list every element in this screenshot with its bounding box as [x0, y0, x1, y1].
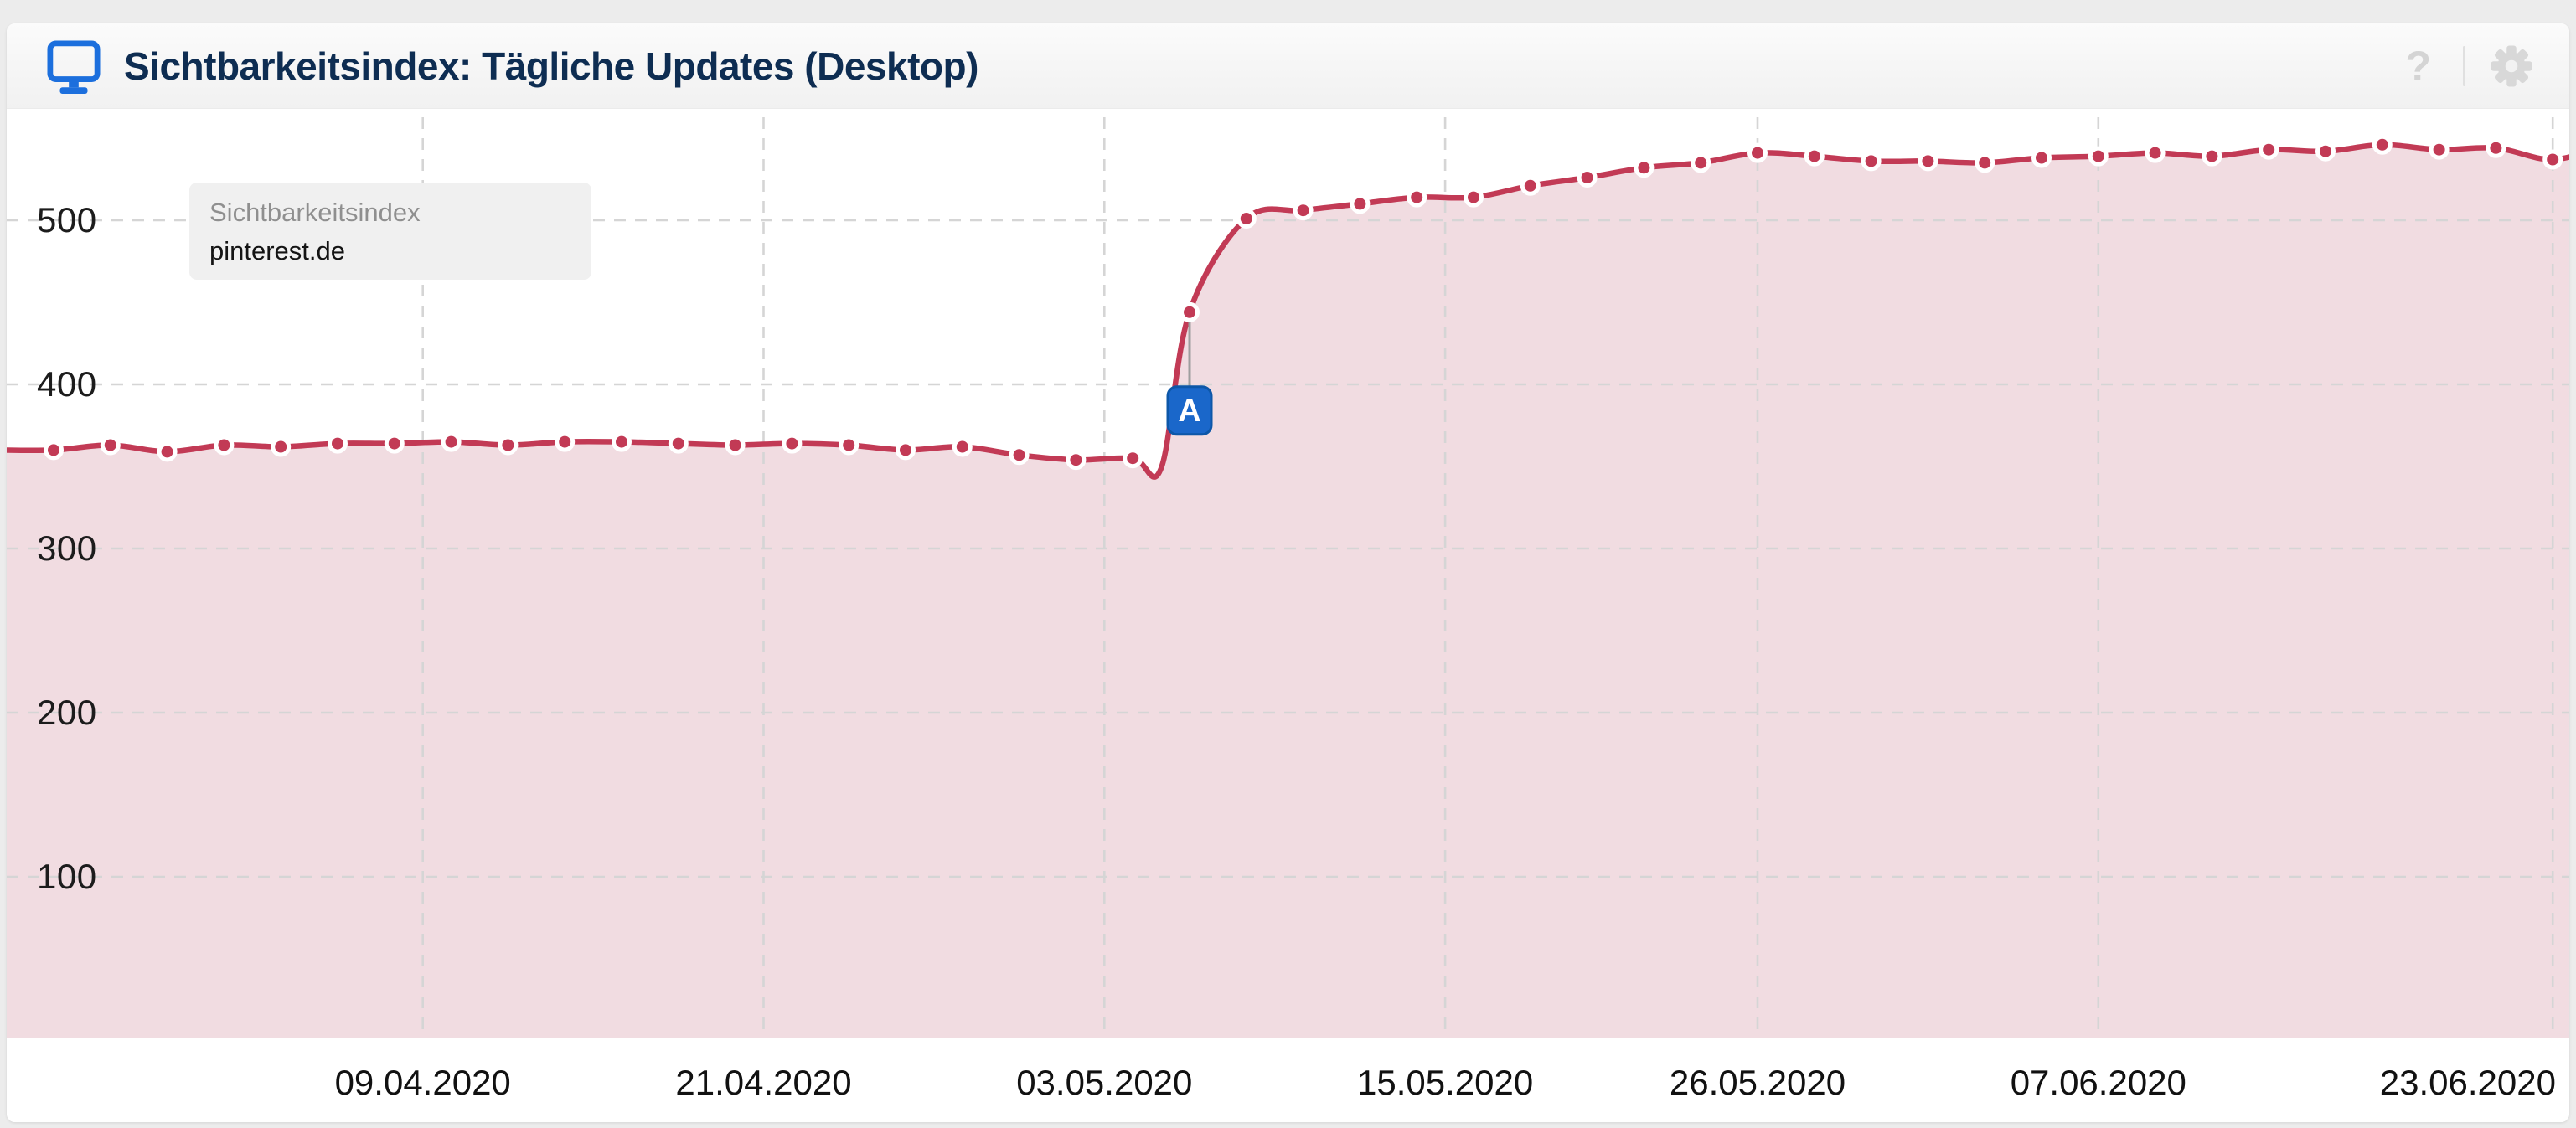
data-point[interactable] — [1407, 187, 1427, 208]
data-point[interactable] — [2372, 134, 2393, 155]
visibility-chart: A 100 200 300 400 500 Sichtbarkeitsindex pin… — [7, 109, 2569, 1038]
data-point[interactable] — [2202, 146, 2222, 167]
data-point[interactable] — [668, 433, 689, 454]
x-axis-tick-label: 26.05.2020 — [1669, 1063, 1846, 1102]
data-point[interactable] — [214, 435, 235, 456]
desktop-monitor-icon — [47, 40, 101, 94]
x-axis-tick-label: 21.04.2020 — [675, 1063, 852, 1102]
data-point[interactable] — [2145, 142, 2166, 163]
y-axis-tick-label: 200 — [37, 693, 97, 732]
data-point[interactable] — [328, 433, 348, 454]
data-point[interactable] — [1634, 157, 1655, 178]
data-point[interactable] — [1975, 152, 1995, 173]
y-axis-tick-label: 500 — [37, 200, 97, 240]
data-point[interactable] — [782, 433, 803, 454]
series-metric-label: Sichtbarkeitsindex — [209, 198, 421, 227]
data-point[interactable] — [1123, 448, 1143, 469]
data-point[interactable] — [1350, 193, 1371, 214]
data-point[interactable] — [1861, 151, 1882, 172]
event-marker-A[interactable]: A — [1166, 385, 1213, 436]
series-area-fill — [7, 144, 2569, 1038]
header-divider — [2463, 45, 2465, 86]
page-title: Sichtbarkeitsindex: Tägliche Updates (De… — [124, 44, 978, 88]
data-point[interactable] — [1918, 151, 1938, 172]
data-point[interactable] — [896, 440, 916, 461]
data-point[interactable] — [612, 431, 632, 452]
data-point[interactable] — [157, 441, 178, 462]
data-point[interactable] — [839, 435, 860, 456]
data-point[interactable] — [384, 433, 405, 454]
y-axis-tick-label: 400 — [37, 364, 97, 404]
data-point[interactable] — [725, 435, 746, 456]
data-point[interactable] — [1293, 200, 1314, 221]
data-point[interactable] — [555, 431, 576, 452]
data-point[interactable] — [1747, 142, 1768, 163]
data-point[interactable] — [1180, 301, 1200, 322]
data-point[interactable] — [2031, 147, 2052, 168]
x-axis-tick-label: 15.05.2020 — [1356, 1063, 1534, 1102]
data-point[interactable] — [1066, 450, 1087, 471]
y-axis-tick-label: 300 — [37, 528, 97, 568]
data-point[interactable] — [1520, 175, 1541, 196]
x-axis-tick-label: 09.04.2020 — [334, 1063, 511, 1102]
series-legend-tooltip: Sichtbarkeitsindex pinterest.de — [189, 183, 591, 280]
data-point[interactable] — [952, 436, 973, 457]
data-point[interactable] — [44, 440, 64, 461]
data-point[interactable] — [100, 435, 121, 456]
x-axis-tick-label: 03.05.2020 — [1016, 1063, 1193, 1102]
x-axis-tick-label: 23.06.2020 — [2379, 1063, 2556, 1102]
event-marker-box[interactable] — [1166, 385, 1213, 436]
data-point[interactable] — [2315, 141, 2336, 162]
data-point[interactable] — [2259, 139, 2279, 160]
data-point[interactable] — [2542, 149, 2563, 170]
data-point[interactable] — [1577, 167, 1598, 188]
data-point[interactable] — [498, 435, 519, 456]
data-point[interactable] — [1464, 187, 1484, 208]
header-actions: ? — [2398, 45, 2532, 87]
gear-icon[interactable] — [2491, 45, 2532, 87]
event-marker-label: A — [1178, 394, 1200, 429]
data-point[interactable] — [2088, 146, 2109, 167]
data-point[interactable] — [1009, 445, 1030, 466]
data-point[interactable] — [2486, 137, 2506, 158]
data-point[interactable] — [1804, 146, 1825, 167]
data-point[interactable] — [2429, 139, 2450, 160]
data-point[interactable] — [271, 436, 292, 457]
x-axis-tick-label: 07.06.2020 — [2010, 1063, 2186, 1102]
x-axis: 09.04.2020 21.04.2020 03.05.2020 15.05.2020… — [7, 1038, 2569, 1122]
visibility-index-widget: Sichtbarkeitsindex: Tägliche Updates (De… — [7, 23, 2569, 1122]
data-point[interactable] — [1236, 209, 1257, 229]
data-point[interactable] — [1691, 152, 1711, 173]
help-icon[interactable]: ? — [2405, 42, 2431, 90]
widget-header: Sichtbarkeitsindex: Tägliche Updates (De… — [7, 23, 2569, 109]
y-axis-tick-label: 100 — [37, 857, 97, 896]
series-domain-label: pinterest.de — [209, 236, 345, 265]
data-point[interactable] — [441, 431, 462, 452]
chart-canvas[interactable]: A — [7, 109, 2569, 1038]
